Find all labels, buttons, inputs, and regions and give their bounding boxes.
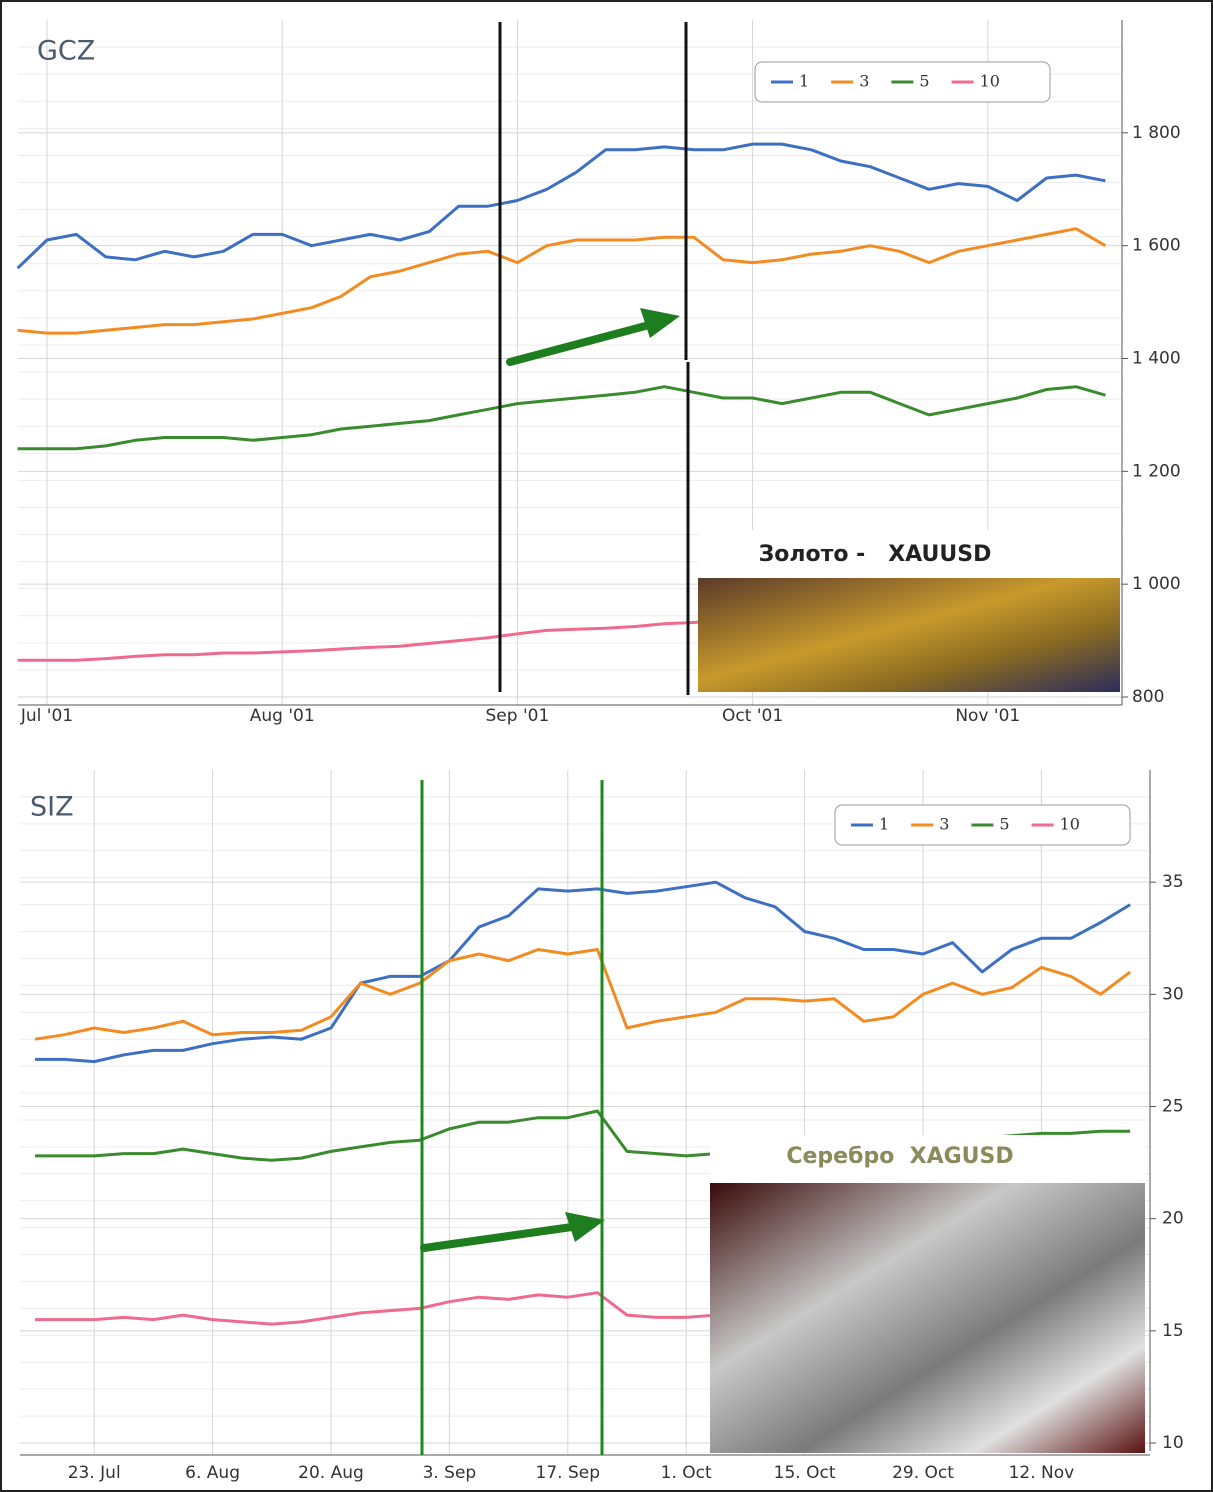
legend-label: 5 — [999, 815, 1009, 834]
x-tick-label: 6. Aug — [185, 1463, 240, 1483]
x-tick-label: 1. Oct — [661, 1463, 712, 1483]
legend-label: 5 — [919, 72, 929, 91]
series-line — [17, 385, 1106, 451]
y-tick-label: 20 — [1162, 1209, 1184, 1229]
y-tick-label: 10 — [1162, 1433, 1184, 1453]
annotation: Золото - XAUUSD — [759, 542, 992, 567]
x-tick-label: 20. Aug — [298, 1463, 364, 1483]
x-tick-label: 29. Oct — [892, 1463, 954, 1483]
y-tick-label: 800 — [1132, 687, 1164, 707]
y-tick-label: 1 000 — [1132, 574, 1181, 594]
legend-label: 3 — [859, 72, 869, 91]
y-tick-label: 1 800 — [1132, 123, 1181, 143]
x-tick-label: 3. Sep — [423, 1463, 477, 1483]
legend-label: 10 — [1060, 815, 1080, 834]
series-line — [17, 227, 1107, 335]
x-tick-label: 12. Nov — [1009, 1463, 1075, 1483]
arrow — [506, 316, 672, 366]
y-tick-label: 25 — [1162, 1097, 1184, 1117]
image — [710, 1183, 1145, 1453]
y-tick-label: 1 400 — [1132, 349, 1181, 369]
image — [698, 578, 1120, 692]
x-tick-label: Oct '01 — [722, 706, 783, 726]
y-tick-label: 15 — [1162, 1321, 1184, 1341]
chart-title: GCZ — [37, 36, 95, 67]
arrow — [420, 1220, 597, 1252]
x-tick-label: 15. Oct — [774, 1463, 836, 1483]
series-line — [34, 948, 1132, 1041]
x-tick-label: Sep '01 — [486, 706, 550, 726]
x-tick-label: 23. Jul — [68, 1463, 121, 1483]
series-line — [35, 880, 1131, 1064]
annotation: Серебро XAGUSD — [786, 1144, 1013, 1169]
y-tick-label: 35 — [1162, 872, 1184, 892]
y-tick-label: 30 — [1162, 984, 1184, 1004]
x-tick-label: Jul '01 — [20, 706, 73, 726]
arrow-head — [640, 308, 680, 338]
image-backdrop — [710, 1135, 1145, 1183]
x-tick-label: 17. Sep — [536, 1463, 600, 1483]
image-backdrop — [698, 530, 1120, 578]
chart-title: SIZ — [30, 792, 74, 823]
legend-label: 10 — [980, 72, 1000, 91]
arrow-head — [565, 1212, 605, 1242]
series-line — [16, 142, 1106, 270]
y-tick-label: 1 600 — [1132, 236, 1181, 256]
legend-label: 1 — [799, 72, 809, 91]
legend-label: 3 — [939, 815, 949, 834]
x-tick-label: Nov '01 — [955, 706, 1020, 726]
legend-label: 1 — [879, 815, 889, 834]
x-tick-label: Aug '01 — [250, 706, 315, 726]
y-tick-label: 1 200 — [1132, 461, 1181, 481]
